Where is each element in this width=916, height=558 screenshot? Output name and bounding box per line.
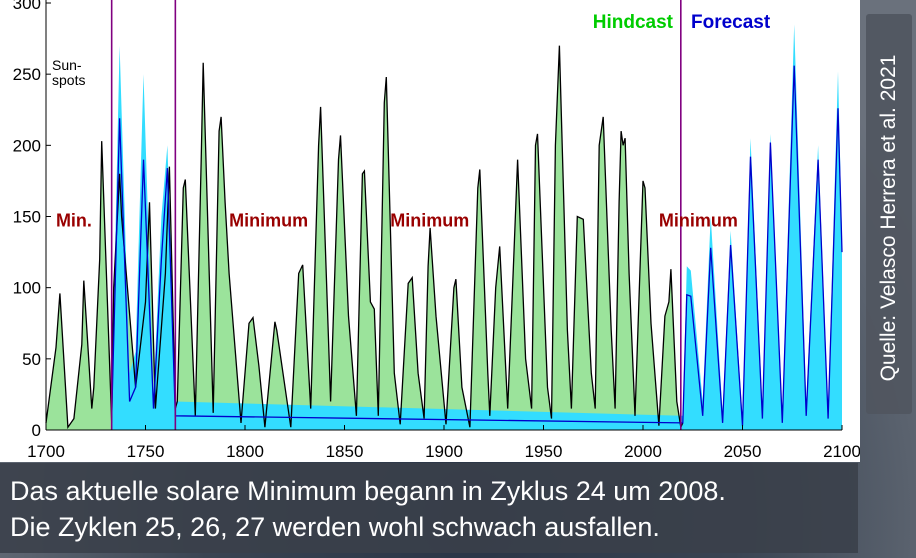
y-tick-label-5: 250: [13, 65, 41, 84]
y-tick-label-6: 300: [13, 0, 41, 13]
y-tick-label-4: 200: [13, 136, 41, 155]
chart-lines: [45, 45, 843, 430]
x-tick-label-6: 2000: [624, 442, 662, 461]
series-forecast-line-0: [111, 65, 843, 426]
source-box: [866, 14, 912, 414]
x-tick-label-5: 1950: [525, 442, 563, 461]
series-forecast-envelope-0: [111, 24, 843, 431]
y-tick-label-3: 150: [13, 208, 41, 227]
chart-vertical-lines: [110, 0, 682, 430]
annotation-0: Min.: [56, 210, 92, 230]
caption-box: [0, 463, 858, 553]
annotation-2: Minimum: [390, 210, 469, 230]
legend-forecast: Forecast: [691, 12, 771, 33]
x-tick-label-4: 1900: [425, 442, 463, 461]
x-tick-label-1: 1750: [127, 442, 165, 461]
source-label: Quelle: Velasco Herrera et al. 2021: [877, 54, 900, 382]
caption-line-2: Die Zyklen 25, 26, 27 werden wohl schwac…: [10, 512, 660, 542]
x-tick-label-0: 1700: [27, 442, 65, 461]
sunspot-chart: 1700 1750 1800 1850 1900 1950 2000 2050 2100 0 50 1…: [13, 0, 860, 461]
series-hindcast-line-0: [45, 45, 684, 430]
y-tick-label-1: 50: [22, 350, 41, 369]
chart-axes: [45, 0, 843, 431]
y-axis-label-line-0: Sun-: [52, 57, 82, 73]
caption-line-1: Das aktuelle solare Minimum begann in Zy…: [10, 476, 726, 506]
legend-hindcast: Hindcast: [593, 12, 674, 33]
x-tick-label-8: 2100: [823, 442, 860, 461]
annotation-3: Minimum: [659, 210, 738, 230]
x-tick-label-7: 2050: [724, 442, 762, 461]
y-axis-label-line-1: spots: [52, 72, 85, 88]
x-tick-label-2: 1800: [226, 442, 264, 461]
x-tick-label-3: 1850: [326, 442, 364, 461]
annotation-1: Minimum: [229, 210, 308, 230]
y-tick-label-2: 100: [13, 279, 41, 298]
chart-text: 1700 1750 1800 1850 1900 1950 2000 2050 2100 0 50 1…: [13, 0, 860, 461]
y-tick-label-0: 0: [32, 421, 41, 440]
